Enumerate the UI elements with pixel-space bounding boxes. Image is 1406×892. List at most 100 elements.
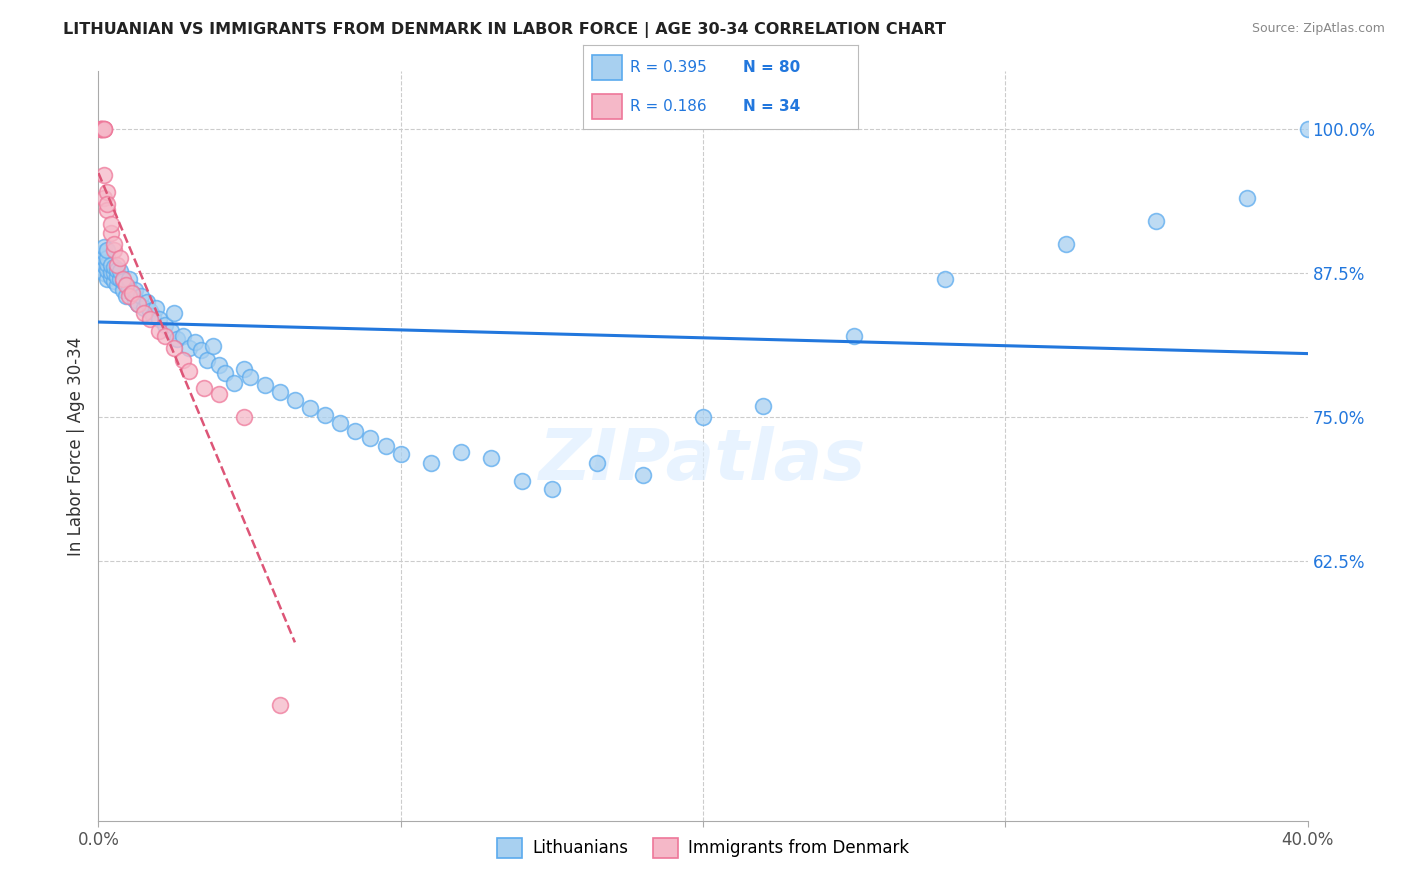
Point — [100, 258, 122, 272]
Point — [148, 312, 170, 326]
Point — [100, 217, 122, 231]
Point — [208, 387, 231, 401]
Point — [96, 243, 118, 257]
Point — [129, 289, 152, 303]
Point — [132, 301, 155, 315]
Point — [934, 272, 956, 286]
Point — [93, 122, 115, 136]
Text: R = 0.186: R = 0.186 — [630, 99, 707, 114]
Point — [202, 339, 225, 353]
Point — [93, 239, 115, 253]
Point — [135, 294, 157, 309]
Legend: Lithuanians, Immigrants from Denmark: Lithuanians, Immigrants from Denmark — [491, 831, 915, 864]
Point — [127, 297, 149, 311]
Point — [160, 324, 183, 338]
Point — [540, 482, 562, 496]
Point — [360, 431, 382, 445]
Point — [1236, 191, 1258, 205]
Point — [90, 249, 112, 263]
Point — [752, 399, 775, 413]
Point — [139, 312, 162, 326]
Point — [90, 260, 112, 275]
Point — [93, 122, 115, 136]
FancyBboxPatch shape — [592, 54, 621, 80]
Text: N = 80: N = 80 — [742, 60, 800, 75]
Point — [481, 450, 503, 465]
Point — [132, 306, 155, 320]
Point — [179, 364, 201, 378]
Point — [510, 474, 533, 488]
Point — [179, 341, 201, 355]
Point — [232, 361, 254, 376]
Point — [142, 309, 165, 323]
Point — [93, 266, 115, 280]
Point — [90, 122, 112, 136]
Text: N = 34: N = 34 — [742, 99, 800, 114]
Point — [586, 456, 609, 470]
Point — [105, 269, 128, 284]
Point — [153, 318, 176, 332]
Point — [100, 269, 122, 284]
Point — [118, 289, 141, 303]
Point — [232, 410, 254, 425]
Point — [631, 467, 654, 482]
Point — [96, 272, 118, 286]
Text: R = 0.395: R = 0.395 — [630, 60, 707, 75]
Point — [103, 266, 125, 280]
Point — [108, 272, 131, 286]
Text: ZIPatlas: ZIPatlas — [540, 426, 866, 495]
Point — [93, 251, 115, 265]
Point — [93, 168, 115, 182]
Point — [108, 264, 131, 278]
Point — [118, 281, 141, 295]
Point — [374, 439, 396, 453]
Point — [111, 274, 134, 288]
Point — [284, 392, 307, 407]
Point — [163, 341, 186, 355]
Point — [239, 369, 262, 384]
Point — [269, 698, 291, 713]
Point — [114, 289, 136, 303]
Point — [93, 122, 115, 136]
Point — [214, 367, 236, 381]
Point — [172, 329, 194, 343]
Point — [145, 301, 167, 315]
Point — [111, 284, 134, 298]
Point — [208, 359, 231, 373]
Point — [111, 272, 134, 286]
Point — [139, 304, 162, 318]
Point — [148, 324, 170, 338]
Point — [844, 329, 866, 343]
Point — [184, 335, 207, 350]
Point — [190, 343, 212, 358]
Point — [103, 243, 125, 257]
Point — [96, 202, 118, 217]
Text: LITHUANIAN VS IMMIGRANTS FROM DENMARK IN LABOR FORCE | AGE 30-34 CORRELATION CHA: LITHUANIAN VS IMMIGRANTS FROM DENMARK IN… — [63, 22, 946, 38]
Point — [90, 122, 112, 136]
Point — [124, 284, 146, 298]
Point — [93, 245, 115, 260]
Point — [114, 277, 136, 292]
Point — [420, 456, 443, 470]
Point — [1144, 214, 1167, 228]
Text: Source: ZipAtlas.com: Source: ZipAtlas.com — [1251, 22, 1385, 36]
Point — [193, 381, 215, 395]
Point — [90, 122, 112, 136]
Point — [344, 424, 367, 438]
Point — [1296, 122, 1319, 136]
Point — [100, 265, 122, 279]
Point — [389, 447, 412, 461]
Point — [127, 297, 149, 311]
Point — [121, 285, 143, 300]
Point — [166, 332, 188, 346]
Point — [96, 197, 118, 211]
Point — [118, 272, 141, 286]
Point — [105, 277, 128, 292]
Point — [163, 306, 186, 320]
Point — [121, 285, 143, 300]
Point — [329, 416, 352, 430]
Point — [93, 191, 115, 205]
Point — [195, 352, 218, 367]
Point — [1054, 237, 1077, 252]
Point — [103, 274, 125, 288]
